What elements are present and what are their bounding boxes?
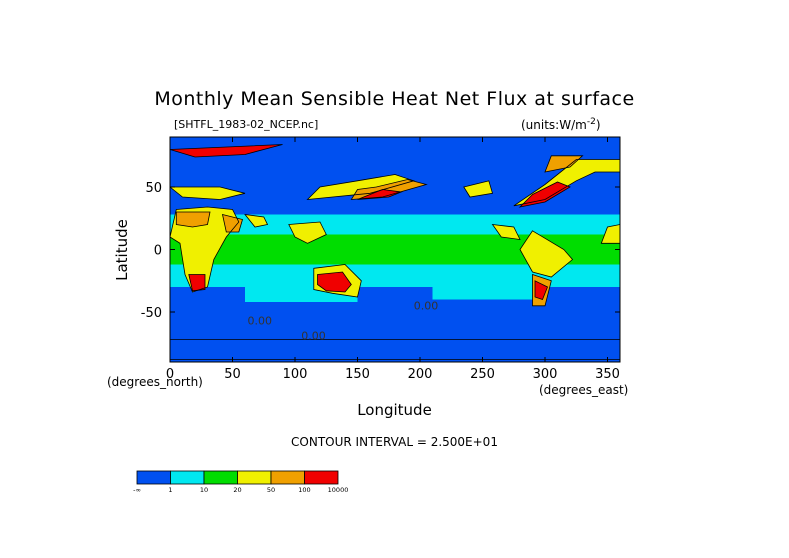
flux-region <box>245 214 268 227</box>
x-tick-label: 0 <box>166 367 174 382</box>
contour-line <box>513 159 620 207</box>
flux-region <box>307 174 414 200</box>
contour-line <box>317 271 352 293</box>
contour-line <box>288 221 327 244</box>
x-tick-label: 250 <box>470 367 495 382</box>
contour-line <box>313 264 362 298</box>
colorbar-swatch <box>270 470 305 485</box>
y-unit-label: (degrees_north) <box>107 375 203 389</box>
flux-region <box>357 189 402 200</box>
colorbar-tick-label: 20 <box>233 486 241 494</box>
units-label: (units:W/m-2) <box>521 117 601 132</box>
flux-region <box>520 182 570 207</box>
y-tick-label: -50 <box>141 306 162 321</box>
contour-line <box>491 223 521 240</box>
x-tick-label: 100 <box>283 367 308 382</box>
file-label: [SHTFL_1983-02_NCEP.nc] <box>174 118 319 131</box>
flux-region <box>492 224 520 240</box>
contour-line <box>532 273 552 307</box>
colorbar-tick-label: 10000 <box>328 486 349 494</box>
contour-line <box>170 339 620 360</box>
colorbar-swatch <box>304 470 339 485</box>
y-tick-label: 0 <box>154 244 162 259</box>
flux-region <box>520 230 573 277</box>
flux-region <box>176 212 210 227</box>
flux-region <box>432 284 545 300</box>
x-tick-label: 350 <box>595 367 620 382</box>
contour-line <box>518 181 571 208</box>
contour-line <box>170 186 246 200</box>
flux-region <box>288 222 327 244</box>
contour-line <box>357 189 403 200</box>
flux-region <box>463 180 493 197</box>
flux-region <box>170 207 239 292</box>
colorbar-tick-label: 50 <box>267 486 275 494</box>
x-tick-label: 300 <box>533 367 558 382</box>
colorbar-swatch <box>203 470 238 485</box>
contour-line <box>544 155 584 173</box>
flux-region <box>317 272 352 292</box>
chart-title: Monthly Mean Sensible Heat Net Flux at s… <box>154 88 635 110</box>
flux-region <box>170 339 620 360</box>
colorbar-tick-label: -∞ <box>133 486 141 494</box>
flux-region <box>382 214 495 227</box>
contour-line <box>170 206 240 293</box>
contour-line <box>350 179 428 200</box>
contour-line <box>306 174 416 201</box>
contour-line <box>188 274 206 292</box>
colorbar-swatch <box>136 470 171 485</box>
contour-line <box>463 180 494 198</box>
x-tick-label: 150 <box>345 367 370 382</box>
contour-line <box>534 280 549 300</box>
x-axis-label: Longitude <box>357 401 432 419</box>
contour-line <box>519 230 574 278</box>
flux-region <box>601 224 620 244</box>
contour-line <box>244 213 269 228</box>
flux-region <box>170 187 245 200</box>
x-tick-label: 50 <box>224 367 241 382</box>
flux-region <box>170 144 283 157</box>
contour-label: 0.00 <box>414 300 439 313</box>
colorbar-tick-label: 1 <box>168 486 172 494</box>
flux-region <box>188 274 205 291</box>
contour-label: 0.00 <box>248 315 273 328</box>
contour-interval-text: CONTOUR INTERVAL = 2.500E+01 <box>291 435 498 449</box>
colorbar-swatch <box>170 470 205 485</box>
contour-line <box>600 224 620 244</box>
contour-label: 0.00 <box>301 330 326 343</box>
flux-region <box>545 155 583 172</box>
y-tick-label: 50 <box>145 181 162 196</box>
contour-line <box>170 144 283 158</box>
x-tick-label: 200 <box>408 367 433 382</box>
contour-line <box>221 213 244 233</box>
colorbar-tick-label: 100 <box>298 486 310 494</box>
x-unit-label: (degrees_east) <box>539 383 629 397</box>
colorbar-swatch <box>237 470 272 485</box>
contour-line <box>175 211 211 228</box>
colorbar-tick-label: 10 <box>200 486 208 494</box>
